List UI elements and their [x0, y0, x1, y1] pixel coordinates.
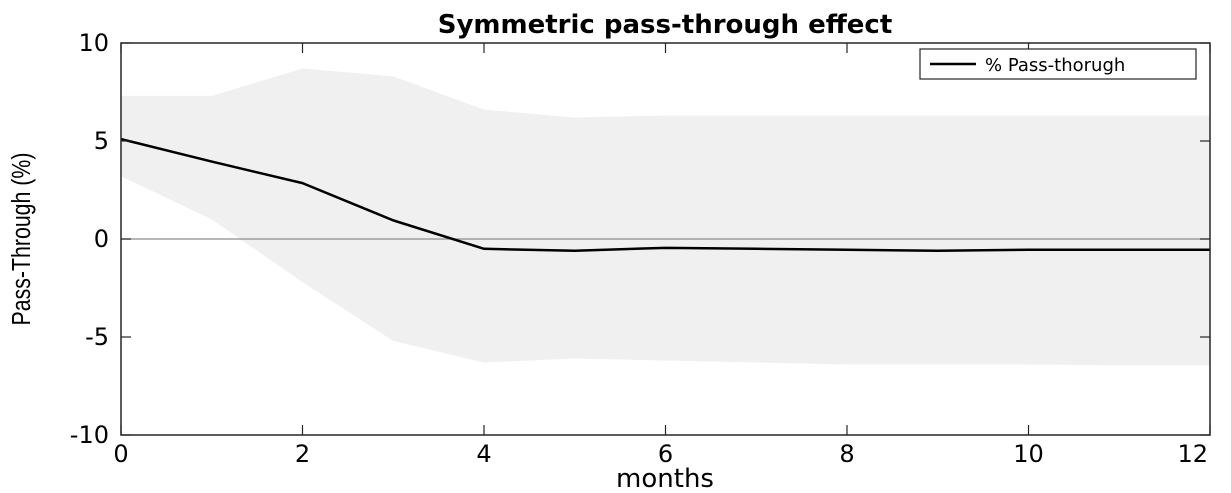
x-axis-label: months: [616, 464, 714, 493]
y-tick-label: -10: [70, 421, 109, 449]
series-line-pass-through: [120, 137, 1210, 253]
x-tick-label: 2: [295, 440, 310, 468]
legend-label: % Pass-thorugh: [985, 55, 1125, 76]
y-tick-label: -5: [85, 323, 109, 351]
y-tick-label: 0: [94, 225, 109, 253]
x-tick-label: 6: [658, 440, 673, 468]
plot-area: [120, 42, 1211, 436]
x-axis: 0 2 4 6 8 10 12: [113, 43, 1211, 468]
x-tick-label: 10: [1013, 440, 1044, 468]
y-tick-label: 5: [94, 127, 109, 155]
x-tick-label: 12: [1177, 440, 1208, 468]
x-tick-label: 8: [839, 440, 854, 468]
x-tick-label: 4: [476, 440, 491, 468]
y-tick-label: 10: [78, 29, 109, 57]
x-tick-label: 0: [113, 440, 128, 468]
confidence-band: [121, 68, 1210, 366]
chart-title: Symmetric pass-through effect: [438, 10, 893, 40]
legend: % Pass-thorugh: [919, 48, 1197, 80]
y-axis-label: Pass-Through (%): [7, 153, 37, 326]
y-axis: 10 5 0 -5 -10: [70, 29, 1210, 449]
